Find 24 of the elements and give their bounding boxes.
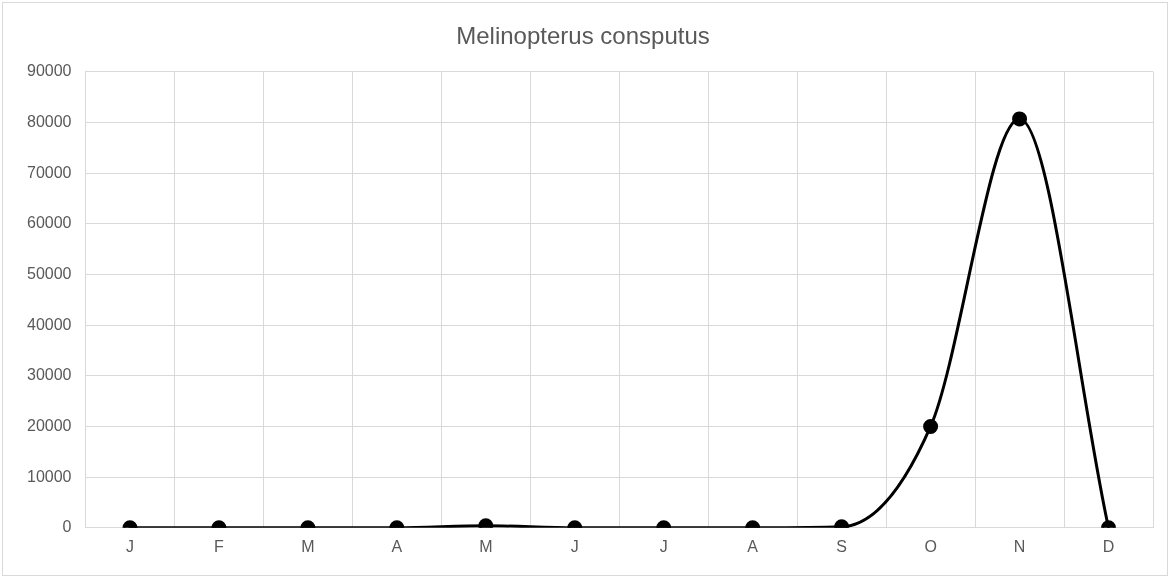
x-tick-label: A xyxy=(747,537,759,555)
x-tick-label: M xyxy=(301,537,315,555)
x-tick-label: J xyxy=(570,537,579,555)
x-tick-label: M xyxy=(479,537,493,555)
x-tick-label: N xyxy=(1013,537,1026,555)
y-tick-label: 40000 xyxy=(26,315,72,333)
x-tick-label: J xyxy=(125,537,134,555)
x-tick-label: S xyxy=(836,537,847,555)
x-tick-label: J xyxy=(659,537,668,555)
y-tick-label: 30000 xyxy=(26,366,72,384)
y-tick-label: 20000 xyxy=(26,416,72,434)
x-tick-label: A xyxy=(391,537,403,555)
y-tick-label: 10000 xyxy=(26,467,72,485)
y-tick-label: 90000 xyxy=(26,62,72,80)
x-tick-label: O xyxy=(924,537,937,555)
y-tick-label: 80000 xyxy=(26,112,72,130)
y-tick-label: 70000 xyxy=(26,163,72,181)
x-tick-label: F xyxy=(214,537,225,555)
x-tick-label: D xyxy=(1102,537,1115,555)
y-tick-label: 60000 xyxy=(26,214,72,232)
point xyxy=(1012,111,1028,127)
y-tick-label: 0 xyxy=(62,518,72,536)
chart-title: Melinopterus consputus xyxy=(456,22,710,50)
y-tick-label: 50000 xyxy=(26,264,72,282)
